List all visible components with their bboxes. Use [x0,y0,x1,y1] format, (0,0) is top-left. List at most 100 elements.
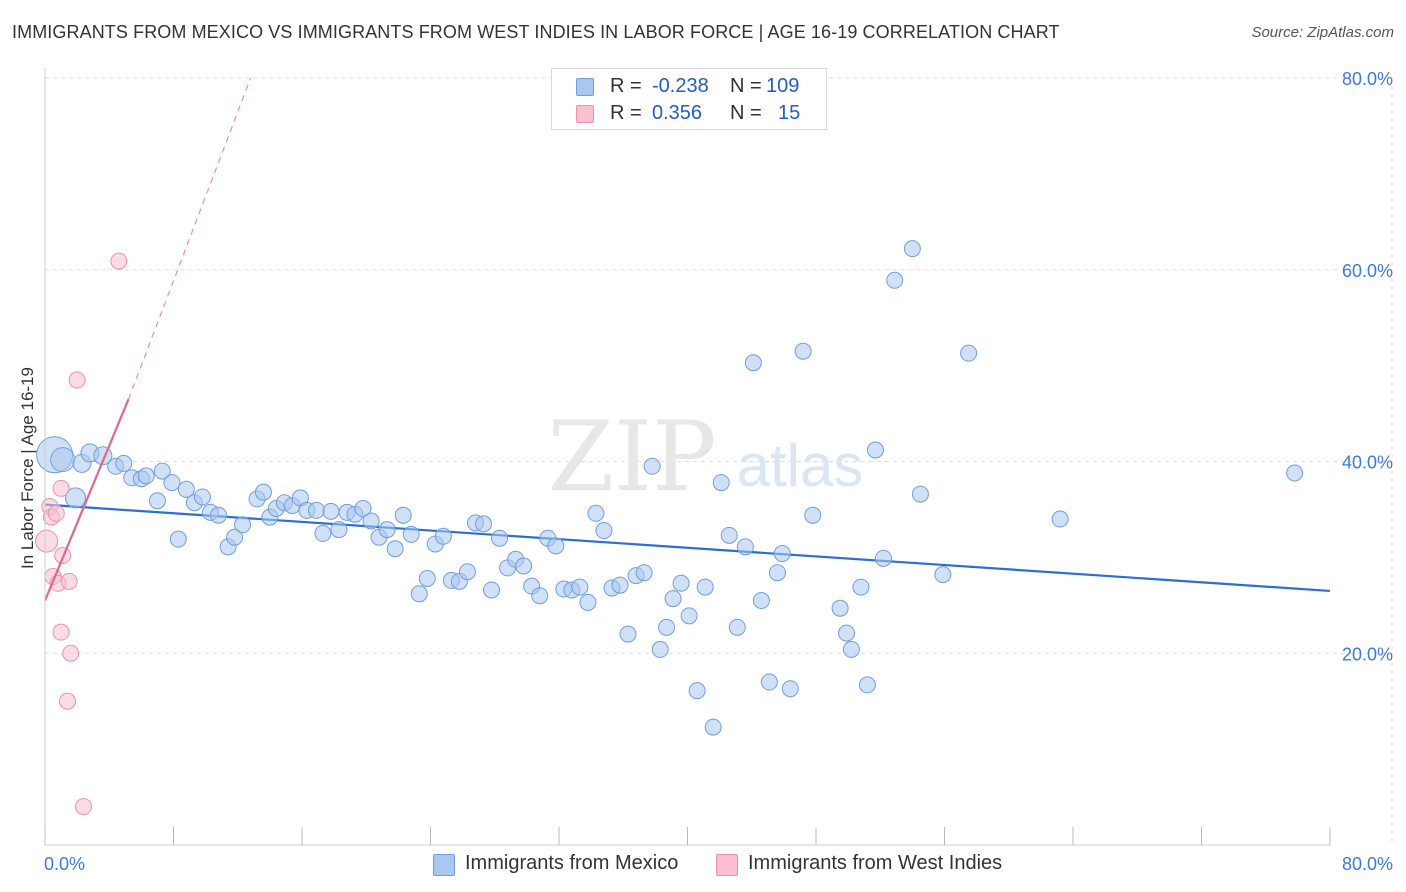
point-mexico [434,527,452,545]
point-west-indies [58,692,76,710]
trend-lines [44,77,1331,593]
point-mexico [781,680,799,698]
point-mexico [934,566,952,584]
point-mexico [418,569,436,587]
point-west-indies [75,798,93,816]
point-mexico [712,474,730,492]
y-tick-label: 80.0% [1342,69,1393,89]
point-mexico [635,564,653,582]
west-indies-swatch [576,105,594,123]
point-mexico [483,581,501,599]
point-mexico [153,462,171,480]
point-mexico [115,454,133,472]
point-mexico [307,501,325,519]
point-mexico [831,599,849,617]
point-mexico [410,585,428,603]
point-mexico [728,618,746,636]
mexico-swatch [433,854,455,876]
point-mexico [314,524,332,542]
legend-row-mexico: R = -0.238 N = 109 [552,73,828,101]
point-west-indies [60,572,78,590]
point-mexico [394,506,412,524]
point-mexico [794,342,812,360]
point-mexico [458,563,476,581]
legend-r-value: 0.356 [652,102,703,124]
point-mexico [330,521,348,539]
trend-line-mexico [44,503,1331,593]
point-mexico [720,526,738,544]
point-west-indies [47,504,65,522]
point-mexico [587,504,605,522]
legend-n-label: N = [730,75,762,97]
point-mexico [842,640,860,658]
x-tick-label: 0.0% [44,854,85,874]
legend-n-value: 109 [766,75,800,97]
point-mexico [531,587,549,605]
watermark-atlas: atlas [737,432,864,499]
point-mexico [475,515,493,533]
stats-legend: R = -0.238 N = 109 R = 0.356 N = 15 [551,68,827,130]
point-mexico [773,545,791,563]
point-mexico [547,537,565,555]
point-mexico [886,271,904,289]
point-mexico [386,540,404,558]
legend-row-west-indies: R = 0.356 N = 15 [552,100,828,128]
point-west-indies [62,644,80,662]
point-mexico [619,625,637,643]
point-mexico [137,467,155,485]
point-mexico [804,506,822,524]
trend-line-west-indies-extension [127,77,252,400]
legend-r-value: -0.238 [652,75,709,97]
y-tick-label: 60.0% [1342,261,1393,281]
y-axis-label: In Labor Force | Age 16-19 [18,367,37,569]
point-mexico [571,578,589,596]
point-west-indies [68,371,86,389]
point-mexico [651,640,669,658]
y-tick-label: 20.0% [1342,644,1393,664]
legend-n-label: N = [730,102,762,124]
legend-label-west-indies: Immigrants from West Indies [748,852,1003,874]
point-mexico [226,528,244,546]
point-mexico [402,525,420,543]
point-mexico [378,521,396,539]
series-legend: Immigrants from Mexico Immigrants from W… [0,851,1406,879]
point-mexico [736,538,754,556]
point-mexico [696,578,714,596]
x-tick-label: 80.0% [1342,854,1393,874]
point-mexico [858,676,876,694]
point-mexico [579,593,597,611]
axes: 20.0% 40.0% 60.0% 80.0% 0.0% 80.0% [44,68,1393,874]
point-mexico [874,549,892,567]
chart-title: IMMIGRANTS FROM MEXICO VS IMMIGRANTS FRO… [12,22,1060,42]
point-mexico [672,574,690,592]
point-mexico [658,618,676,636]
point-mexico [611,576,629,594]
point-mexico [768,564,786,582]
grid-layer [45,77,1393,845]
legend-label-mexico: Immigrants from Mexico [465,852,679,874]
point-mexico [838,624,856,642]
point-mexico [664,590,682,608]
point-mexico [322,502,340,520]
point-mexico [760,673,778,691]
point-west-indies [52,479,70,497]
point-mexico [515,557,533,575]
west-indies-swatch [716,854,738,876]
point-mexico [744,354,762,372]
point-mexico [866,441,884,459]
point-mexico [752,592,770,610]
point-mexico [1286,464,1304,482]
point-mexico [234,516,252,534]
source-credit: Source: ZipAtlas.com [1251,24,1394,41]
point-mexico [704,718,722,736]
data-points [35,240,1304,816]
point-mexico [595,522,613,540]
trend-line-west-indies [43,398,130,601]
point-mexico [1051,510,1069,528]
point-mexico [903,240,921,258]
point-mexico [911,485,929,503]
watermark: ZIP atlas [547,401,863,513]
point-mexico [65,487,87,509]
legend-n-value: 15 [778,102,801,124]
